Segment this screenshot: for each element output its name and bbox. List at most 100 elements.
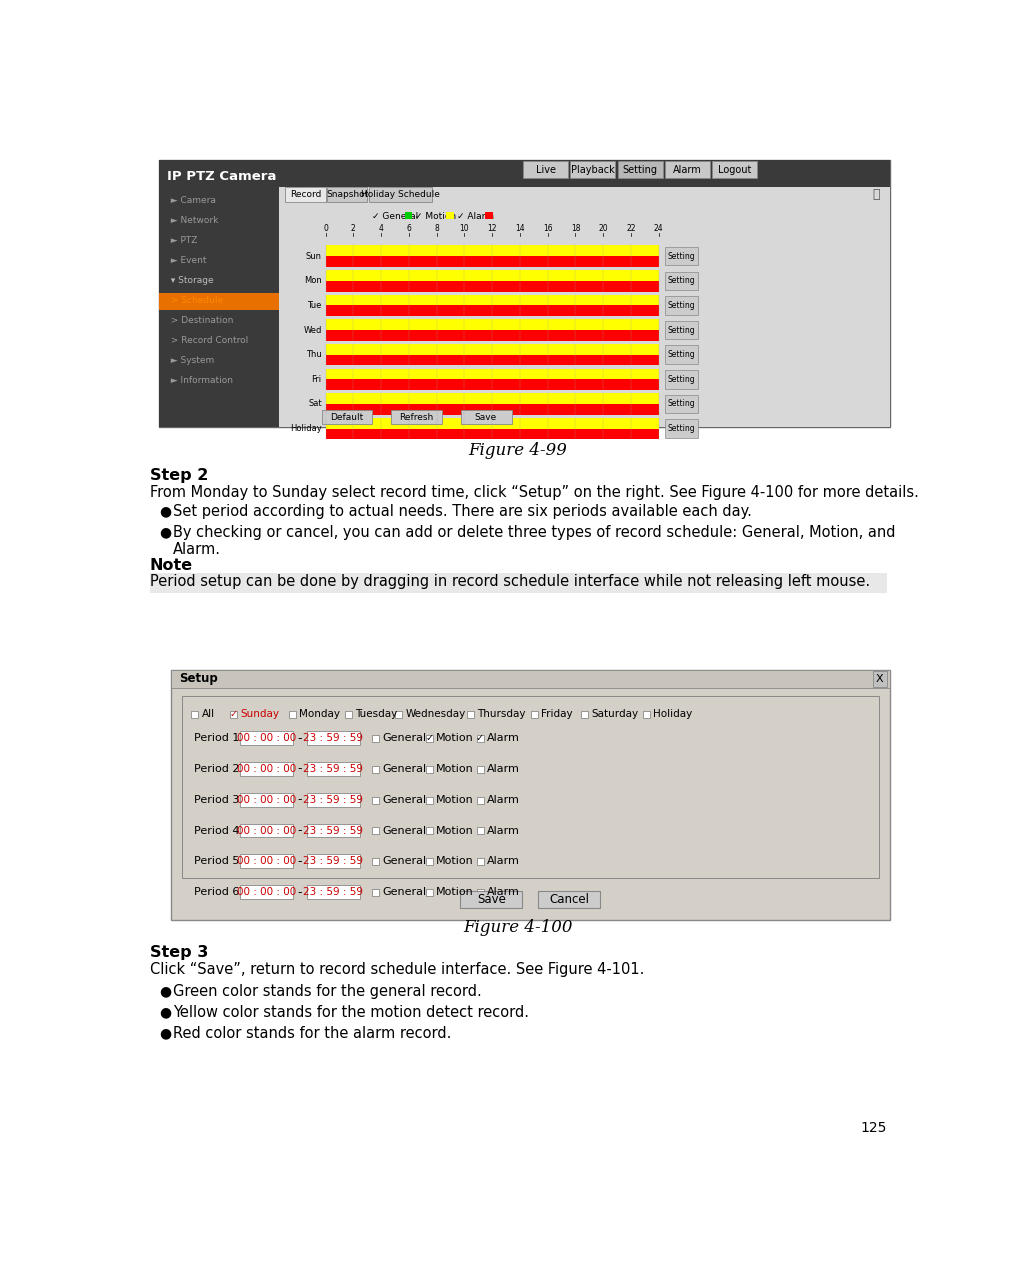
Text: ✓: ✓ bbox=[476, 733, 484, 743]
Bar bbox=[538, 890, 600, 907]
Text: Alarm: Alarm bbox=[486, 763, 520, 774]
Bar bbox=[326, 281, 659, 292]
Text: Setting: Setting bbox=[667, 251, 696, 260]
Bar bbox=[461, 410, 512, 424]
Text: Motion: Motion bbox=[437, 763, 474, 774]
Text: Period 4:: Period 4: bbox=[194, 825, 243, 835]
Text: Wed: Wed bbox=[303, 325, 321, 334]
Text: ► Event: ► Event bbox=[165, 256, 206, 265]
Text: 00 : 00 : 00: 00 : 00 : 00 bbox=[237, 825, 296, 835]
Bar bbox=[326, 404, 659, 415]
Bar bbox=[467, 711, 474, 719]
Text: 6: 6 bbox=[406, 224, 411, 233]
Text: Refresh: Refresh bbox=[399, 412, 434, 421]
Bar bbox=[326, 393, 659, 404]
Bar bbox=[241, 885, 293, 899]
Bar bbox=[427, 858, 434, 865]
Text: Setting: Setting bbox=[667, 350, 696, 359]
Bar bbox=[391, 410, 442, 424]
Text: Wednesday: Wednesday bbox=[405, 710, 466, 719]
Text: 10: 10 bbox=[460, 224, 469, 233]
Text: IP PTZ Camera: IP PTZ Camera bbox=[167, 170, 276, 183]
Bar bbox=[476, 735, 483, 742]
Text: 23 : 59 : 59: 23 : 59 : 59 bbox=[303, 857, 363, 866]
Bar bbox=[279, 187, 890, 427]
Bar bbox=[395, 711, 402, 719]
Bar bbox=[476, 828, 483, 834]
Text: ✓: ✓ bbox=[426, 733, 434, 743]
Bar bbox=[159, 293, 279, 310]
Text: Alarm: Alarm bbox=[486, 825, 520, 835]
Text: Motion: Motion bbox=[437, 825, 474, 835]
Bar bbox=[328, 187, 367, 202]
Text: Setting: Setting bbox=[667, 325, 696, 334]
Text: Snapshot: Snapshot bbox=[327, 190, 368, 199]
Text: Setting: Setting bbox=[623, 165, 658, 175]
Bar bbox=[369, 187, 433, 202]
Bar bbox=[159, 187, 279, 427]
Text: ► PTZ: ► PTZ bbox=[165, 236, 197, 245]
Bar bbox=[665, 320, 698, 339]
Text: Set period according to actual needs. There are six periods available each day.: Set period according to actual needs. Th… bbox=[173, 505, 752, 519]
Bar bbox=[307, 885, 360, 899]
Bar bbox=[372, 858, 379, 865]
Bar bbox=[665, 346, 698, 364]
Text: Figure 4-100: Figure 4-100 bbox=[463, 918, 573, 936]
Text: Thu: Thu bbox=[306, 350, 321, 359]
Bar bbox=[460, 890, 523, 907]
Text: ► Network: ► Network bbox=[165, 216, 218, 225]
Text: -: - bbox=[297, 824, 302, 836]
Bar bbox=[372, 889, 379, 895]
Text: -: - bbox=[297, 762, 302, 775]
Bar bbox=[289, 711, 296, 719]
Text: Alarm: Alarm bbox=[486, 794, 520, 804]
Bar bbox=[665, 395, 698, 414]
Text: 14: 14 bbox=[516, 224, 525, 233]
Bar bbox=[427, 797, 434, 803]
Text: 18: 18 bbox=[571, 224, 580, 233]
Bar bbox=[241, 762, 293, 776]
Bar bbox=[150, 573, 887, 593]
Text: Logout: Logout bbox=[718, 165, 751, 175]
Text: 23 : 59 : 59: 23 : 59 : 59 bbox=[303, 888, 363, 897]
Text: Sunday: Sunday bbox=[241, 710, 279, 719]
Bar bbox=[326, 355, 659, 365]
Text: ●: ● bbox=[159, 985, 171, 998]
Text: Period 6:: Period 6: bbox=[194, 888, 243, 897]
Bar bbox=[523, 161, 568, 178]
Text: Cancel: Cancel bbox=[549, 893, 588, 906]
Bar bbox=[372, 766, 379, 772]
Text: Tue: Tue bbox=[307, 301, 321, 310]
Text: 00 : 00 : 00: 00 : 00 : 00 bbox=[237, 794, 296, 804]
Text: Period setup can be done by dragging in record schedule interface while not rele: Period setup can be done by dragging in … bbox=[150, 574, 869, 589]
Text: All: All bbox=[201, 710, 214, 719]
Text: 23 : 59 : 59: 23 : 59 : 59 bbox=[303, 794, 363, 804]
Bar bbox=[872, 671, 887, 687]
Bar bbox=[665, 161, 710, 178]
Text: -: - bbox=[297, 731, 302, 744]
Text: Motion: Motion bbox=[437, 733, 474, 743]
Text: X: X bbox=[876, 674, 884, 684]
Text: Click “Save”, return to record schedule interface. See Figure 4-101.: Click “Save”, return to record schedule … bbox=[150, 962, 644, 977]
Bar bbox=[570, 161, 616, 178]
Text: > Schedule: > Schedule bbox=[165, 296, 223, 305]
Text: Thursday: Thursday bbox=[477, 710, 526, 719]
Bar bbox=[581, 711, 588, 719]
Text: ●: ● bbox=[159, 525, 171, 539]
Text: > Record Control: > Record Control bbox=[165, 337, 249, 346]
Text: > Destination: > Destination bbox=[165, 316, 234, 325]
Text: Figure 4-99: Figure 4-99 bbox=[469, 442, 567, 459]
Bar bbox=[307, 731, 360, 746]
Bar bbox=[231, 711, 238, 719]
Text: From Monday to Sunday select record time, click “Setup” on the right. See Figure: From Monday to Sunday select record time… bbox=[150, 485, 919, 500]
Bar bbox=[476, 858, 483, 865]
Text: 8: 8 bbox=[435, 224, 439, 233]
Bar bbox=[241, 824, 293, 838]
Bar bbox=[326, 319, 659, 330]
Text: General: General bbox=[382, 733, 427, 743]
Bar bbox=[665, 272, 698, 290]
Text: Motion: Motion bbox=[437, 857, 474, 866]
Text: 4: 4 bbox=[379, 224, 383, 233]
Text: Period 2:: Period 2: bbox=[194, 763, 243, 774]
Bar bbox=[345, 711, 352, 719]
